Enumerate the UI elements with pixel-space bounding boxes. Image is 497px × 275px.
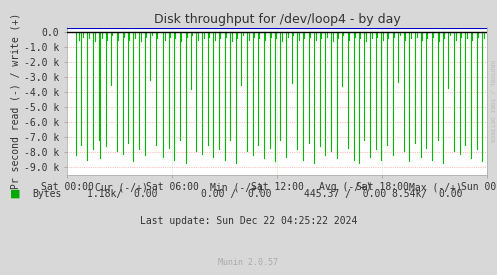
Text: Avg (-/+): Avg (-/+) xyxy=(319,182,372,192)
Text: 1.18k/  0.00: 1.18k/ 0.00 xyxy=(86,189,157,199)
Text: 8.54k/  0.00: 8.54k/ 0.00 xyxy=(392,189,462,199)
Y-axis label: Pr second read (-) / write (+): Pr second read (-) / write (+) xyxy=(10,13,20,189)
Text: Last update: Sun Dec 22 04:25:22 2024: Last update: Sun Dec 22 04:25:22 2024 xyxy=(140,216,357,226)
Title: Disk throughput for /dev/loop4 - by day: Disk throughput for /dev/loop4 - by day xyxy=(154,13,401,26)
Text: 0.00 /  0.00: 0.00 / 0.00 xyxy=(201,189,271,199)
Text: Max (-/+): Max (-/+) xyxy=(410,182,462,192)
Text: 445.37 /  0.00: 445.37 / 0.00 xyxy=(304,189,387,199)
Text: Min (-/+): Min (-/+) xyxy=(210,182,262,192)
Text: RRDTOOL / TOBI OETIKER: RRDTOOL / TOBI OETIKER xyxy=(490,60,495,143)
Text: ■: ■ xyxy=(10,189,20,199)
Text: Munin 2.0.57: Munin 2.0.57 xyxy=(219,258,278,267)
Text: Cur (-/+): Cur (-/+) xyxy=(95,182,148,192)
Text: Bytes: Bytes xyxy=(32,189,62,199)
